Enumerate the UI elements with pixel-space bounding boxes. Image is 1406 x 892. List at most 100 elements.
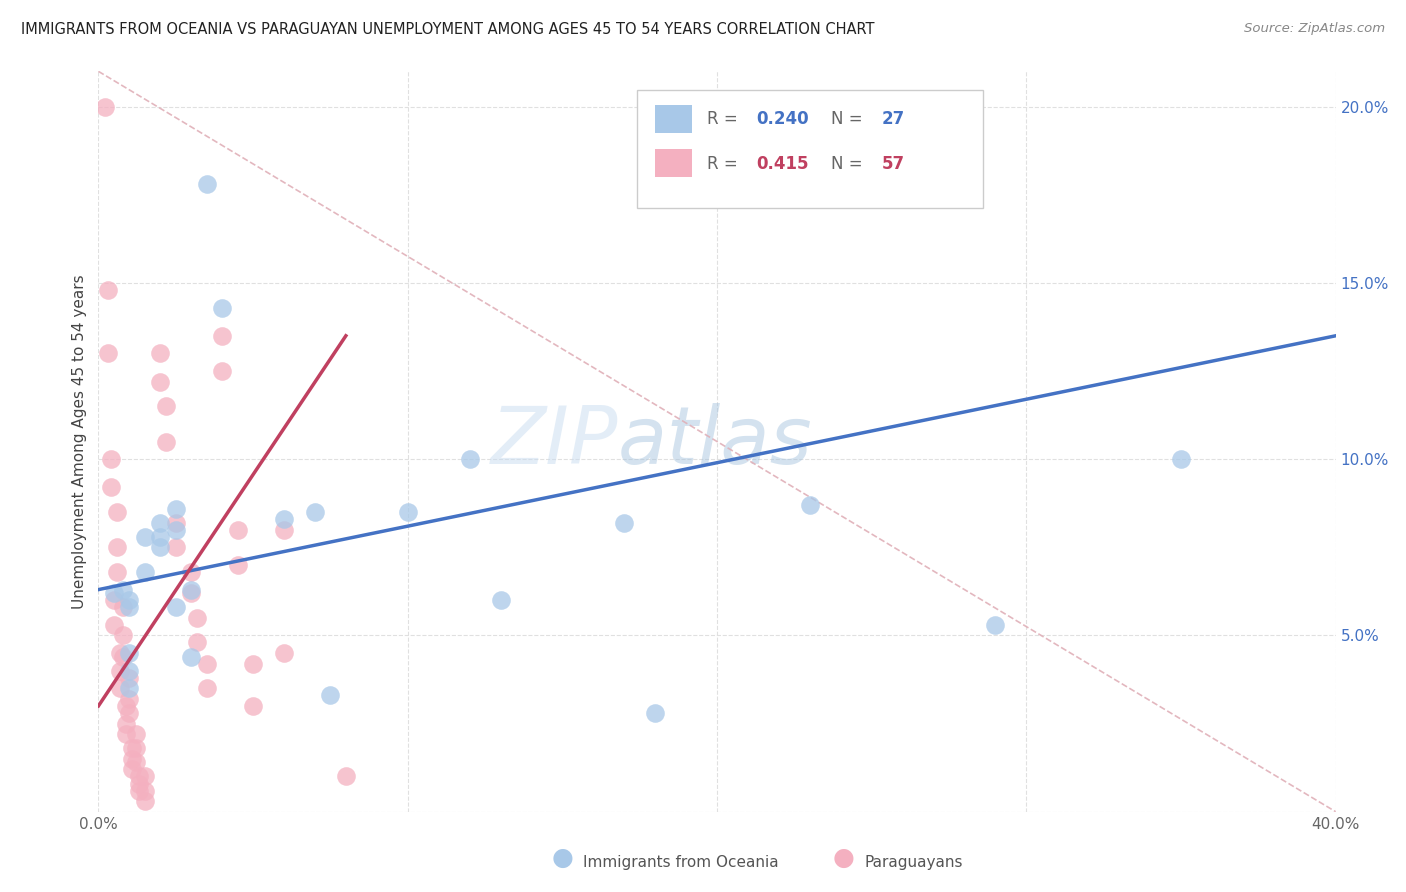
FancyBboxPatch shape [655, 149, 692, 178]
Point [121, 741, 143, 756]
Point [128, 776, 150, 790]
Point [115, 727, 138, 741]
Point [165, 501, 187, 516]
Text: 27: 27 [882, 111, 905, 128]
Y-axis label: Unemployment Among Ages 45 to 54 years: Unemployment Among Ages 45 to 54 years [72, 274, 87, 609]
Point [984, 618, 1007, 632]
Point [105, 565, 128, 579]
Point [105, 541, 128, 555]
Point [118, 671, 141, 685]
Point [149, 530, 172, 544]
Point [118, 593, 141, 607]
Text: 57: 57 [882, 155, 904, 173]
Text: Immigrants from Oceania: Immigrants from Oceania [583, 855, 779, 870]
Point [112, 600, 135, 615]
Text: ●: ● [551, 846, 574, 870]
Point [121, 752, 143, 766]
Point [211, 328, 233, 343]
Point [108, 681, 131, 696]
Point [186, 635, 208, 649]
Point [226, 558, 249, 572]
Point [134, 530, 156, 544]
Point [128, 769, 150, 783]
Point [115, 698, 138, 713]
Point [103, 593, 125, 607]
Text: R =: R = [707, 155, 744, 173]
Point [335, 769, 357, 783]
Point [195, 657, 218, 671]
Point [489, 593, 512, 607]
Point [180, 565, 202, 579]
Point [128, 783, 150, 797]
Point [1170, 452, 1192, 467]
Point [155, 399, 177, 413]
Text: R =: R = [707, 111, 744, 128]
Point [149, 541, 172, 555]
Text: 0.415: 0.415 [756, 155, 808, 173]
Point [155, 434, 177, 449]
Point [108, 646, 131, 660]
Point [121, 763, 143, 777]
Point [100, 480, 122, 494]
Point [149, 516, 172, 530]
Point [118, 664, 141, 678]
Point [273, 512, 295, 526]
Point [180, 586, 202, 600]
Point [165, 516, 187, 530]
Point [100, 452, 122, 467]
Point [304, 505, 326, 519]
Point [105, 505, 128, 519]
Point [211, 364, 233, 378]
Point [149, 375, 172, 389]
Point [226, 523, 249, 537]
Point [124, 756, 146, 770]
Point [644, 706, 666, 720]
Point [273, 523, 295, 537]
Point [112, 649, 135, 664]
Point [134, 783, 156, 797]
Point [115, 716, 138, 731]
Point [273, 646, 295, 660]
Point [799, 498, 821, 512]
Point [195, 177, 218, 191]
Point [319, 689, 342, 703]
FancyBboxPatch shape [655, 104, 692, 133]
Text: Source: ZipAtlas.com: Source: ZipAtlas.com [1244, 22, 1385, 36]
Point [134, 794, 156, 808]
Point [134, 769, 156, 783]
Point [149, 346, 172, 360]
Point [242, 657, 264, 671]
Point [195, 681, 218, 696]
Point [165, 600, 187, 615]
Point [118, 600, 141, 615]
Point [458, 452, 481, 467]
Text: 0.240: 0.240 [756, 111, 810, 128]
Point [124, 741, 146, 756]
Point [211, 301, 233, 315]
Point [97, 346, 120, 360]
Point [112, 582, 135, 597]
Point [103, 618, 125, 632]
Point [180, 582, 202, 597]
Text: N =: N = [831, 111, 868, 128]
Point [165, 541, 187, 555]
Text: ZIP: ZIP [491, 402, 619, 481]
Point [118, 681, 141, 696]
Point [124, 727, 146, 741]
Text: Paraguayans: Paraguayans [865, 855, 963, 870]
Point [396, 505, 419, 519]
Point [186, 611, 208, 625]
Point [103, 586, 125, 600]
Point [134, 565, 156, 579]
Point [180, 649, 202, 664]
Text: ●: ● [832, 846, 855, 870]
Text: atlas: atlas [619, 402, 813, 481]
Point [93, 100, 115, 114]
Text: IMMIGRANTS FROM OCEANIA VS PARAGUAYAN UNEMPLOYMENT AMONG AGES 45 TO 54 YEARS COR: IMMIGRANTS FROM OCEANIA VS PARAGUAYAN UN… [21, 22, 875, 37]
Point [108, 664, 131, 678]
Point [613, 516, 636, 530]
FancyBboxPatch shape [637, 90, 983, 209]
Point [242, 698, 264, 713]
Point [118, 646, 141, 660]
Text: N =: N = [831, 155, 868, 173]
